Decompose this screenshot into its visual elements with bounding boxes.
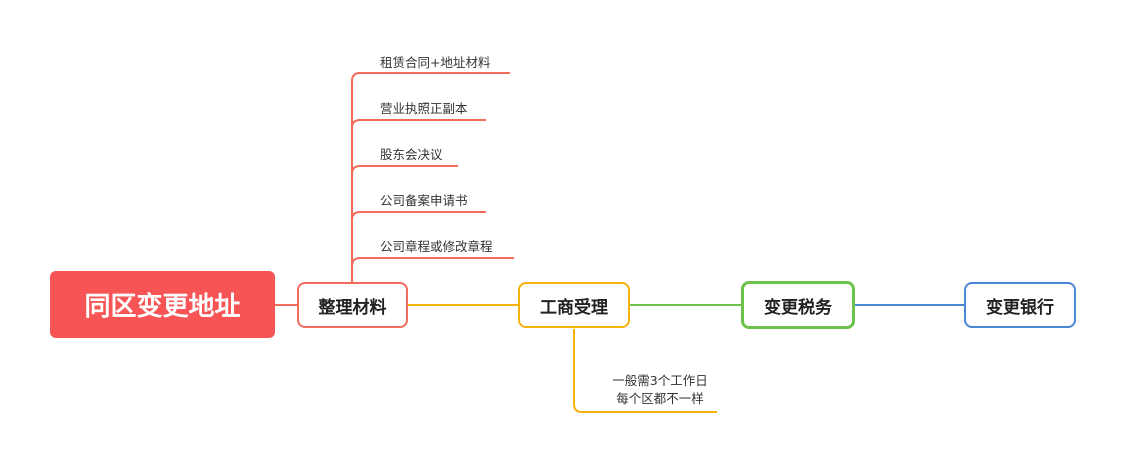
link-material-4 <box>351 211 486 221</box>
material-item[interactable]: 公司备案申请书 <box>380 193 468 208</box>
material-item[interactable]: 公司章程或修改章程 <box>380 239 493 254</box>
material-item[interactable]: 股东会决议 <box>380 147 443 162</box>
link-material-2 <box>351 119 486 129</box>
acceptance-note[interactable]: 一般需3个工作日 每个区都不一样 <box>590 372 730 408</box>
link-material-5 <box>351 257 514 267</box>
material-item[interactable]: 营业执照正副本 <box>380 101 468 116</box>
link-materials-trunk <box>351 72 510 282</box>
step-node-business-acceptance[interactable]: 工商受理 <box>518 282 630 328</box>
link-material-3 <box>351 165 458 175</box>
step-node-change-tax[interactable]: 变更税务 <box>741 281 855 329</box>
step-node-prepare-materials[interactable]: 整理材料 <box>297 282 408 328</box>
link-note <box>573 329 717 413</box>
note-line: 每个区都不一样 <box>616 391 704 406</box>
note-line: 一般需3个工作日 <box>612 373 708 388</box>
material-item[interactable]: 租赁合同+地址材料 <box>380 55 491 70</box>
step-node-change-bank[interactable]: 变更银行 <box>964 282 1076 328</box>
root-node[interactable]: 同区变更地址 <box>50 271 275 338</box>
